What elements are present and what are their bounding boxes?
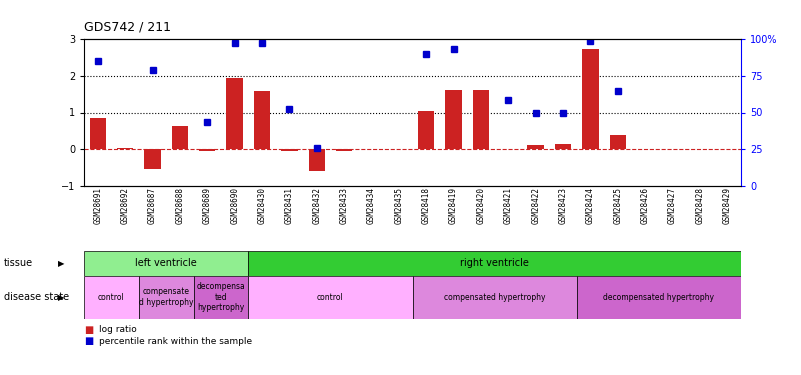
Text: tissue: tissue	[4, 258, 33, 268]
Bar	[577, 276, 741, 319]
Text: GSM28688: GSM28688	[175, 187, 184, 224]
Text: ■: ■	[84, 336, 94, 346]
Text: GSM28425: GSM28425	[614, 187, 622, 224]
Bar	[84, 251, 248, 276]
Text: GSM28691: GSM28691	[93, 187, 103, 224]
Text: GSM28424: GSM28424	[586, 187, 595, 224]
Text: GSM28426: GSM28426	[641, 187, 650, 224]
Text: GSM28427: GSM28427	[668, 187, 677, 224]
Bar	[413, 276, 577, 319]
Text: GSM28432: GSM28432	[312, 187, 321, 224]
Text: GSM28421: GSM28421	[504, 187, 513, 224]
Text: GSM28687: GSM28687	[148, 187, 157, 224]
Bar	[139, 276, 194, 319]
Text: GSM28435: GSM28435	[394, 187, 404, 224]
Text: control: control	[317, 292, 344, 302]
Bar	[418, 111, 434, 149]
Text: GSM28689: GSM28689	[203, 187, 211, 224]
Bar	[248, 276, 413, 319]
Text: ■: ■	[84, 325, 94, 335]
Text: GSM28431: GSM28431	[285, 187, 294, 224]
Bar	[527, 145, 544, 149]
Bar	[582, 48, 598, 149]
Text: decompensated hypertrophy: decompensated hypertrophy	[603, 292, 714, 302]
Text: disease state: disease state	[4, 292, 69, 302]
Bar	[194, 276, 248, 319]
Text: GSM28419: GSM28419	[449, 187, 458, 224]
Text: log ratio: log ratio	[99, 326, 136, 334]
Text: GSM28690: GSM28690	[230, 187, 239, 224]
Bar	[281, 149, 298, 151]
Text: left ventricle: left ventricle	[135, 258, 197, 268]
Text: GSM28428: GSM28428	[695, 187, 704, 224]
Text: GSM28430: GSM28430	[257, 187, 267, 224]
Text: GSM28422: GSM28422	[531, 187, 540, 224]
Text: decompensa
ted
hypertrophy: decompensa ted hypertrophy	[196, 282, 245, 312]
Bar	[248, 251, 741, 276]
Text: GSM28420: GSM28420	[477, 187, 485, 224]
Bar	[84, 276, 139, 319]
Text: right ventricle: right ventricle	[461, 258, 529, 268]
Bar	[473, 90, 489, 149]
Bar	[227, 78, 243, 149]
Text: GSM28433: GSM28433	[340, 187, 348, 224]
Bar	[610, 135, 626, 149]
Bar	[555, 144, 571, 149]
Bar	[254, 91, 270, 149]
Text: percentile rank within the sample: percentile rank within the sample	[99, 337, 252, 346]
Text: ▶: ▶	[58, 259, 64, 268]
Bar	[144, 149, 161, 169]
Bar	[171, 126, 188, 149]
Bar	[445, 90, 461, 149]
Text: GSM28429: GSM28429	[723, 187, 732, 224]
Bar	[308, 149, 325, 171]
Text: GSM28692: GSM28692	[121, 187, 130, 224]
Text: GDS742 / 211: GDS742 / 211	[84, 21, 171, 34]
Bar	[199, 149, 215, 151]
Text: compensated hypertrophy: compensated hypertrophy	[444, 292, 545, 302]
Text: ▶: ▶	[58, 292, 64, 302]
Text: compensate
d hypertrophy: compensate d hypertrophy	[139, 288, 194, 307]
Text: control: control	[98, 292, 125, 302]
Text: GSM28423: GSM28423	[558, 187, 568, 224]
Bar	[90, 118, 106, 149]
Bar	[117, 148, 133, 149]
Text: GSM28434: GSM28434	[367, 187, 376, 224]
Bar	[336, 149, 352, 151]
Text: GSM28418: GSM28418	[421, 187, 431, 224]
